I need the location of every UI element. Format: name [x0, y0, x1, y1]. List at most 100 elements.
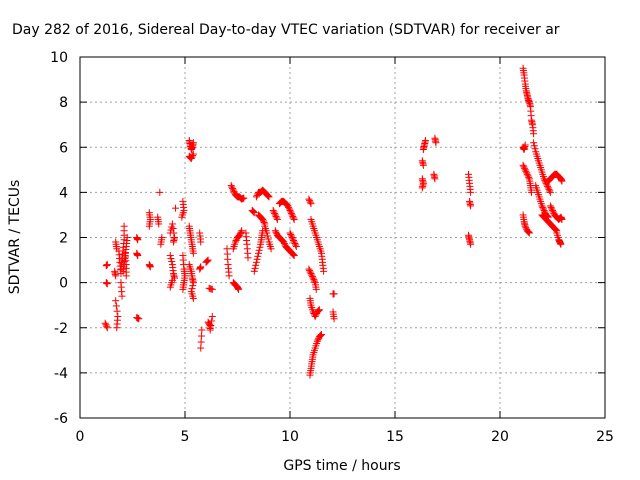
data-point	[255, 246, 263, 254]
grid-lines	[80, 57, 605, 418]
data-point	[197, 344, 205, 352]
data-point	[197, 338, 205, 346]
data-point	[236, 231, 244, 239]
data-point	[155, 220, 163, 228]
y-tick-label: -6	[54, 411, 68, 427]
data-point	[264, 232, 272, 240]
data-point	[264, 191, 272, 199]
data-point	[204, 256, 212, 264]
data-point	[168, 276, 176, 284]
data-point	[311, 312, 319, 320]
data-point	[290, 251, 297, 259]
data-point	[198, 326, 206, 334]
data-point	[305, 265, 313, 273]
data-point	[249, 207, 257, 215]
data-point	[235, 285, 243, 293]
data-point	[280, 238, 288, 246]
data-point	[252, 193, 260, 201]
data-point	[260, 218, 268, 226]
data-point	[134, 236, 142, 244]
x-tick-label: 15	[386, 429, 404, 445]
y-axis-title: SDTVAR / TECUs	[7, 180, 23, 295]
data-point	[531, 145, 539, 153]
data-point	[156, 188, 164, 196]
data-point	[289, 212, 297, 220]
data-point	[189, 139, 197, 147]
data-point	[521, 166, 529, 174]
data-point	[167, 255, 175, 263]
data-point	[103, 322, 111, 330]
data-point	[273, 215, 281, 223]
y-tick-label: 2	[59, 231, 68, 247]
data-point	[540, 175, 548, 183]
y-tick-label: 0	[59, 276, 68, 292]
x-tick-label: 5	[181, 429, 190, 445]
data-point	[308, 273, 316, 281]
data-point	[187, 155, 195, 163]
data-point	[291, 240, 299, 248]
chart-title: Day 282 of 2016, Sidereal Day-to-day VTE…	[12, 22, 560, 38]
data-point	[225, 272, 233, 280]
y-tick-label: 6	[59, 140, 68, 156]
data-point	[525, 173, 533, 181]
data-point	[521, 164, 528, 172]
data-point	[314, 336, 322, 344]
data-point	[285, 203, 293, 211]
data-point	[166, 252, 174, 260]
data-point	[236, 230, 244, 238]
data-point	[271, 209, 279, 217]
data-point	[546, 202, 554, 210]
data-point	[270, 208, 278, 216]
data-point	[168, 220, 176, 228]
data-point	[307, 200, 315, 208]
data-point	[122, 272, 130, 280]
data-point	[290, 215, 298, 223]
data-point	[265, 193, 273, 201]
data-point	[286, 229, 294, 237]
data-point	[544, 184, 552, 192]
data-point	[145, 222, 153, 230]
data-point	[419, 161, 427, 169]
data-point	[231, 238, 239, 246]
data-point	[112, 302, 120, 310]
data-point	[558, 215, 566, 223]
x-tick-label: 0	[76, 429, 85, 445]
data-point	[208, 317, 216, 325]
x-tick-label: 10	[281, 429, 299, 445]
data-point	[172, 204, 180, 212]
data-point	[264, 192, 272, 200]
data-point	[252, 261, 260, 269]
data-point	[292, 243, 300, 251]
data-point	[330, 315, 338, 323]
data-point	[525, 229, 533, 237]
data-point	[549, 206, 556, 214]
data-point	[549, 208, 557, 216]
data-point	[254, 252, 262, 260]
data-point	[467, 202, 475, 210]
data-point	[431, 175, 439, 183]
data-point	[310, 276, 318, 284]
data-point	[546, 187, 554, 195]
data-point	[189, 249, 197, 257]
data-point	[551, 225, 559, 233]
axis-ticks	[79, 56, 606, 419]
data-point	[290, 252, 298, 260]
data-point	[523, 169, 531, 177]
data-point	[318, 331, 325, 339]
data-point	[271, 227, 279, 235]
data-point	[290, 237, 297, 245]
x-tick-label: 25	[596, 429, 614, 445]
data-point	[103, 261, 111, 269]
data-point	[289, 250, 297, 258]
data-point	[292, 241, 300, 249]
data-point	[306, 198, 314, 206]
data-point	[240, 194, 248, 202]
data-point	[317, 331, 325, 339]
data-point	[544, 182, 552, 190]
data-point	[288, 211, 296, 219]
data-point	[308, 271, 316, 279]
data-point	[539, 205, 547, 213]
data-point	[315, 306, 323, 314]
data-point	[530, 130, 538, 138]
